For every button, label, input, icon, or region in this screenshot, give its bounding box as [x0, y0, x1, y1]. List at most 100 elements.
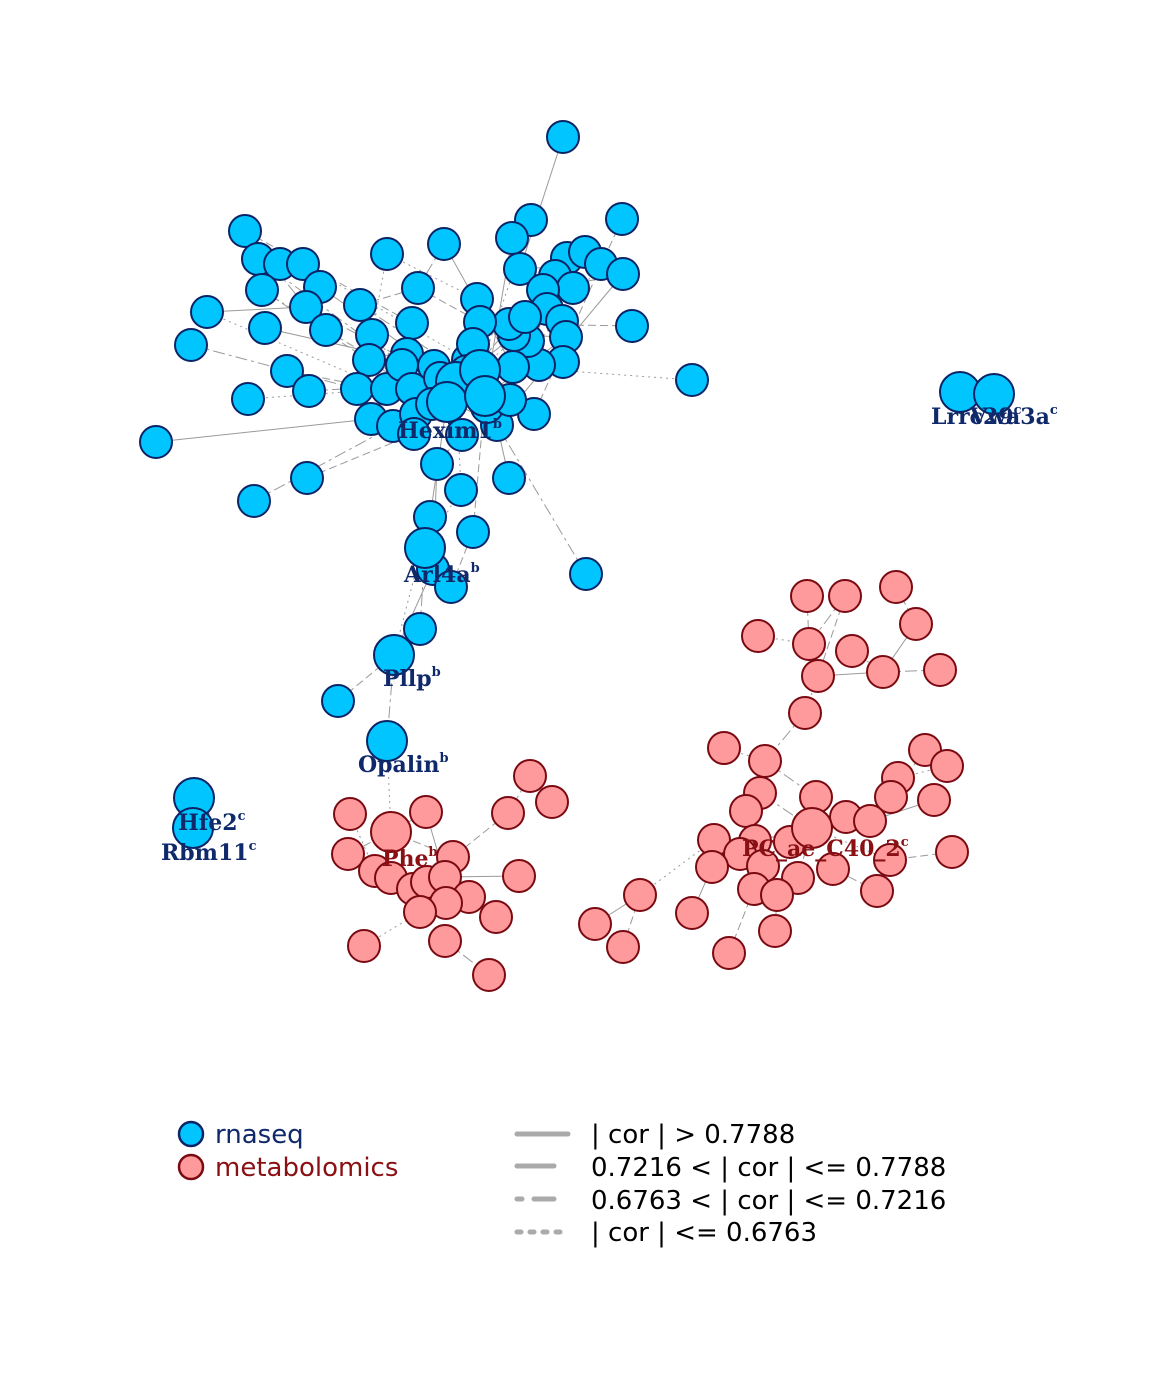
label-pllp: Pllpb: [383, 665, 441, 692]
metabolomics-node: [917, 783, 951, 817]
rnaseq-node: [321, 684, 355, 718]
rnaseq-node: [434, 570, 468, 604]
rnaseq-node: [248, 311, 282, 345]
metabolomics-node: [491, 796, 525, 830]
rnaseq-node: [231, 382, 265, 416]
rnaseq-node: [675, 363, 709, 397]
metabolomics-node: [370, 811, 412, 853]
rnaseq-node: [404, 527, 446, 569]
rnaseq-node: [139, 425, 173, 459]
network-edge: [496, 424, 587, 575]
legend-edge-dot-label: | cor | <= 0.6763: [591, 1218, 817, 1248]
metabolomics-node: [935, 835, 969, 869]
rnaseq-node: [237, 484, 271, 518]
rnaseq-node: [427, 227, 461, 261]
metabolomics-node: [695, 850, 729, 884]
rnaseq-node: [464, 375, 506, 417]
metabolomics-node: [729, 794, 763, 828]
rnaseq-node: [343, 288, 377, 322]
rnaseq-node: [401, 271, 435, 305]
network-edge: [519, 136, 564, 270]
metabolomics-node: [873, 843, 907, 877]
rnaseq-node: [606, 257, 640, 291]
rnaseq-node: [444, 473, 478, 507]
legend-metabolomics-label: metabolomics: [215, 1153, 398, 1183]
rnaseq-node: [445, 418, 479, 452]
rnaseq-node: [496, 350, 530, 384]
rnaseq-node: [508, 300, 542, 334]
rnaseq-node: [456, 515, 490, 549]
rnaseq-node: [546, 120, 580, 154]
rnaseq-node: [556, 271, 590, 305]
network-edge: [253, 425, 394, 502]
rnaseq-node: [352, 343, 386, 377]
network-edge: [811, 827, 891, 861]
metabolomics-node: [578, 907, 612, 941]
rnaseq-node: [973, 373, 1015, 415]
metabolomics-node: [623, 878, 657, 912]
rnaseq-node: [309, 313, 343, 347]
metabolomics-node: [760, 878, 794, 912]
rnaseq-node: [503, 252, 537, 286]
rnaseq-node: [373, 634, 415, 676]
metabolomics-node: [788, 696, 822, 730]
metabolomics-node: [866, 655, 900, 689]
metabolomics-node: [331, 837, 365, 871]
label-hfe2: Hfe2c: [178, 809, 246, 836]
rnaseq-node: [174, 328, 208, 362]
legend-edge-dashdot-label: 0.6763 < | cor | <= 0.7216: [591, 1186, 946, 1216]
metabolomics-node: [930, 749, 964, 783]
node-labels: Arl4ab Pllpb Opalinb Hfe2c Rbm11c Lrrc29…: [161, 403, 1058, 872]
rnaseq-node: [292, 374, 326, 408]
metabolomics-node: [792, 627, 826, 661]
rnaseq-node: [270, 354, 304, 388]
rnaseq-node: [605, 202, 639, 236]
legend-edge-dash-label: 0.7216 < | cor | <= 0.7788: [591, 1153, 946, 1183]
rnaseq-node: [290, 461, 324, 495]
metabolomics-node: [801, 659, 835, 693]
legend-edge-solid-label: | cor | > 0.7788: [591, 1120, 795, 1150]
metabolomics-node: [606, 930, 640, 964]
network-edge: [155, 418, 372, 443]
rnaseq-node: [370, 237, 404, 271]
metabolomics-node: [748, 744, 782, 778]
metabolomics-node: [472, 958, 506, 992]
rnaseq-node: [340, 372, 374, 406]
metabolomics-node: [347, 929, 381, 963]
network-edge: [349, 813, 376, 872]
metabolomics-node: [675, 896, 709, 930]
label-hexim1: Hexim1b: [398, 417, 502, 444]
metabolomics-node: [741, 619, 775, 653]
metabolomics-node: [502, 859, 536, 893]
metabolomics-node: [835, 634, 869, 668]
metabolomics-node: [479, 900, 513, 934]
legend: rnaseq metabolomics | cor | > 0.7788 0.7…: [177, 1120, 946, 1248]
metabolomics-node: [923, 653, 957, 687]
label-phe: Pheb: [382, 845, 438, 872]
rnaseq-node: [420, 447, 454, 481]
rnaseq-node: [615, 309, 649, 343]
metabolomics-node: [535, 785, 569, 819]
label-pc-ae-c40-2: PC_ae_C40_2c: [742, 835, 909, 862]
metabolomics-node: [791, 807, 833, 849]
rnaseq-node: [190, 295, 224, 329]
metabolomics-node: [758, 914, 792, 948]
rnaseq-node: [172, 807, 214, 849]
network-edge: [622, 894, 641, 948]
rnaseq-node: [245, 273, 279, 307]
metabolomics-node: [409, 795, 443, 829]
network-edge: [419, 547, 426, 630]
network-nodes: [139, 120, 1015, 992]
metabolomics-node: [879, 570, 913, 604]
legend-rnaseq-label: rnaseq: [215, 1120, 304, 1150]
label-rbm11: Rbm11c: [161, 839, 257, 866]
rnaseq-node: [286, 247, 320, 281]
label-lrrc29: Lrrc29c: [931, 403, 1022, 430]
metabolomics-node: [513, 759, 547, 793]
rnaseq-node: [397, 417, 431, 451]
rnaseq-node: [495, 221, 529, 255]
rnaseq-node: [395, 306, 429, 340]
metabolomics-node: [333, 797, 367, 831]
metabolomics-node: [874, 780, 908, 814]
rnaseq-node: [569, 557, 603, 591]
